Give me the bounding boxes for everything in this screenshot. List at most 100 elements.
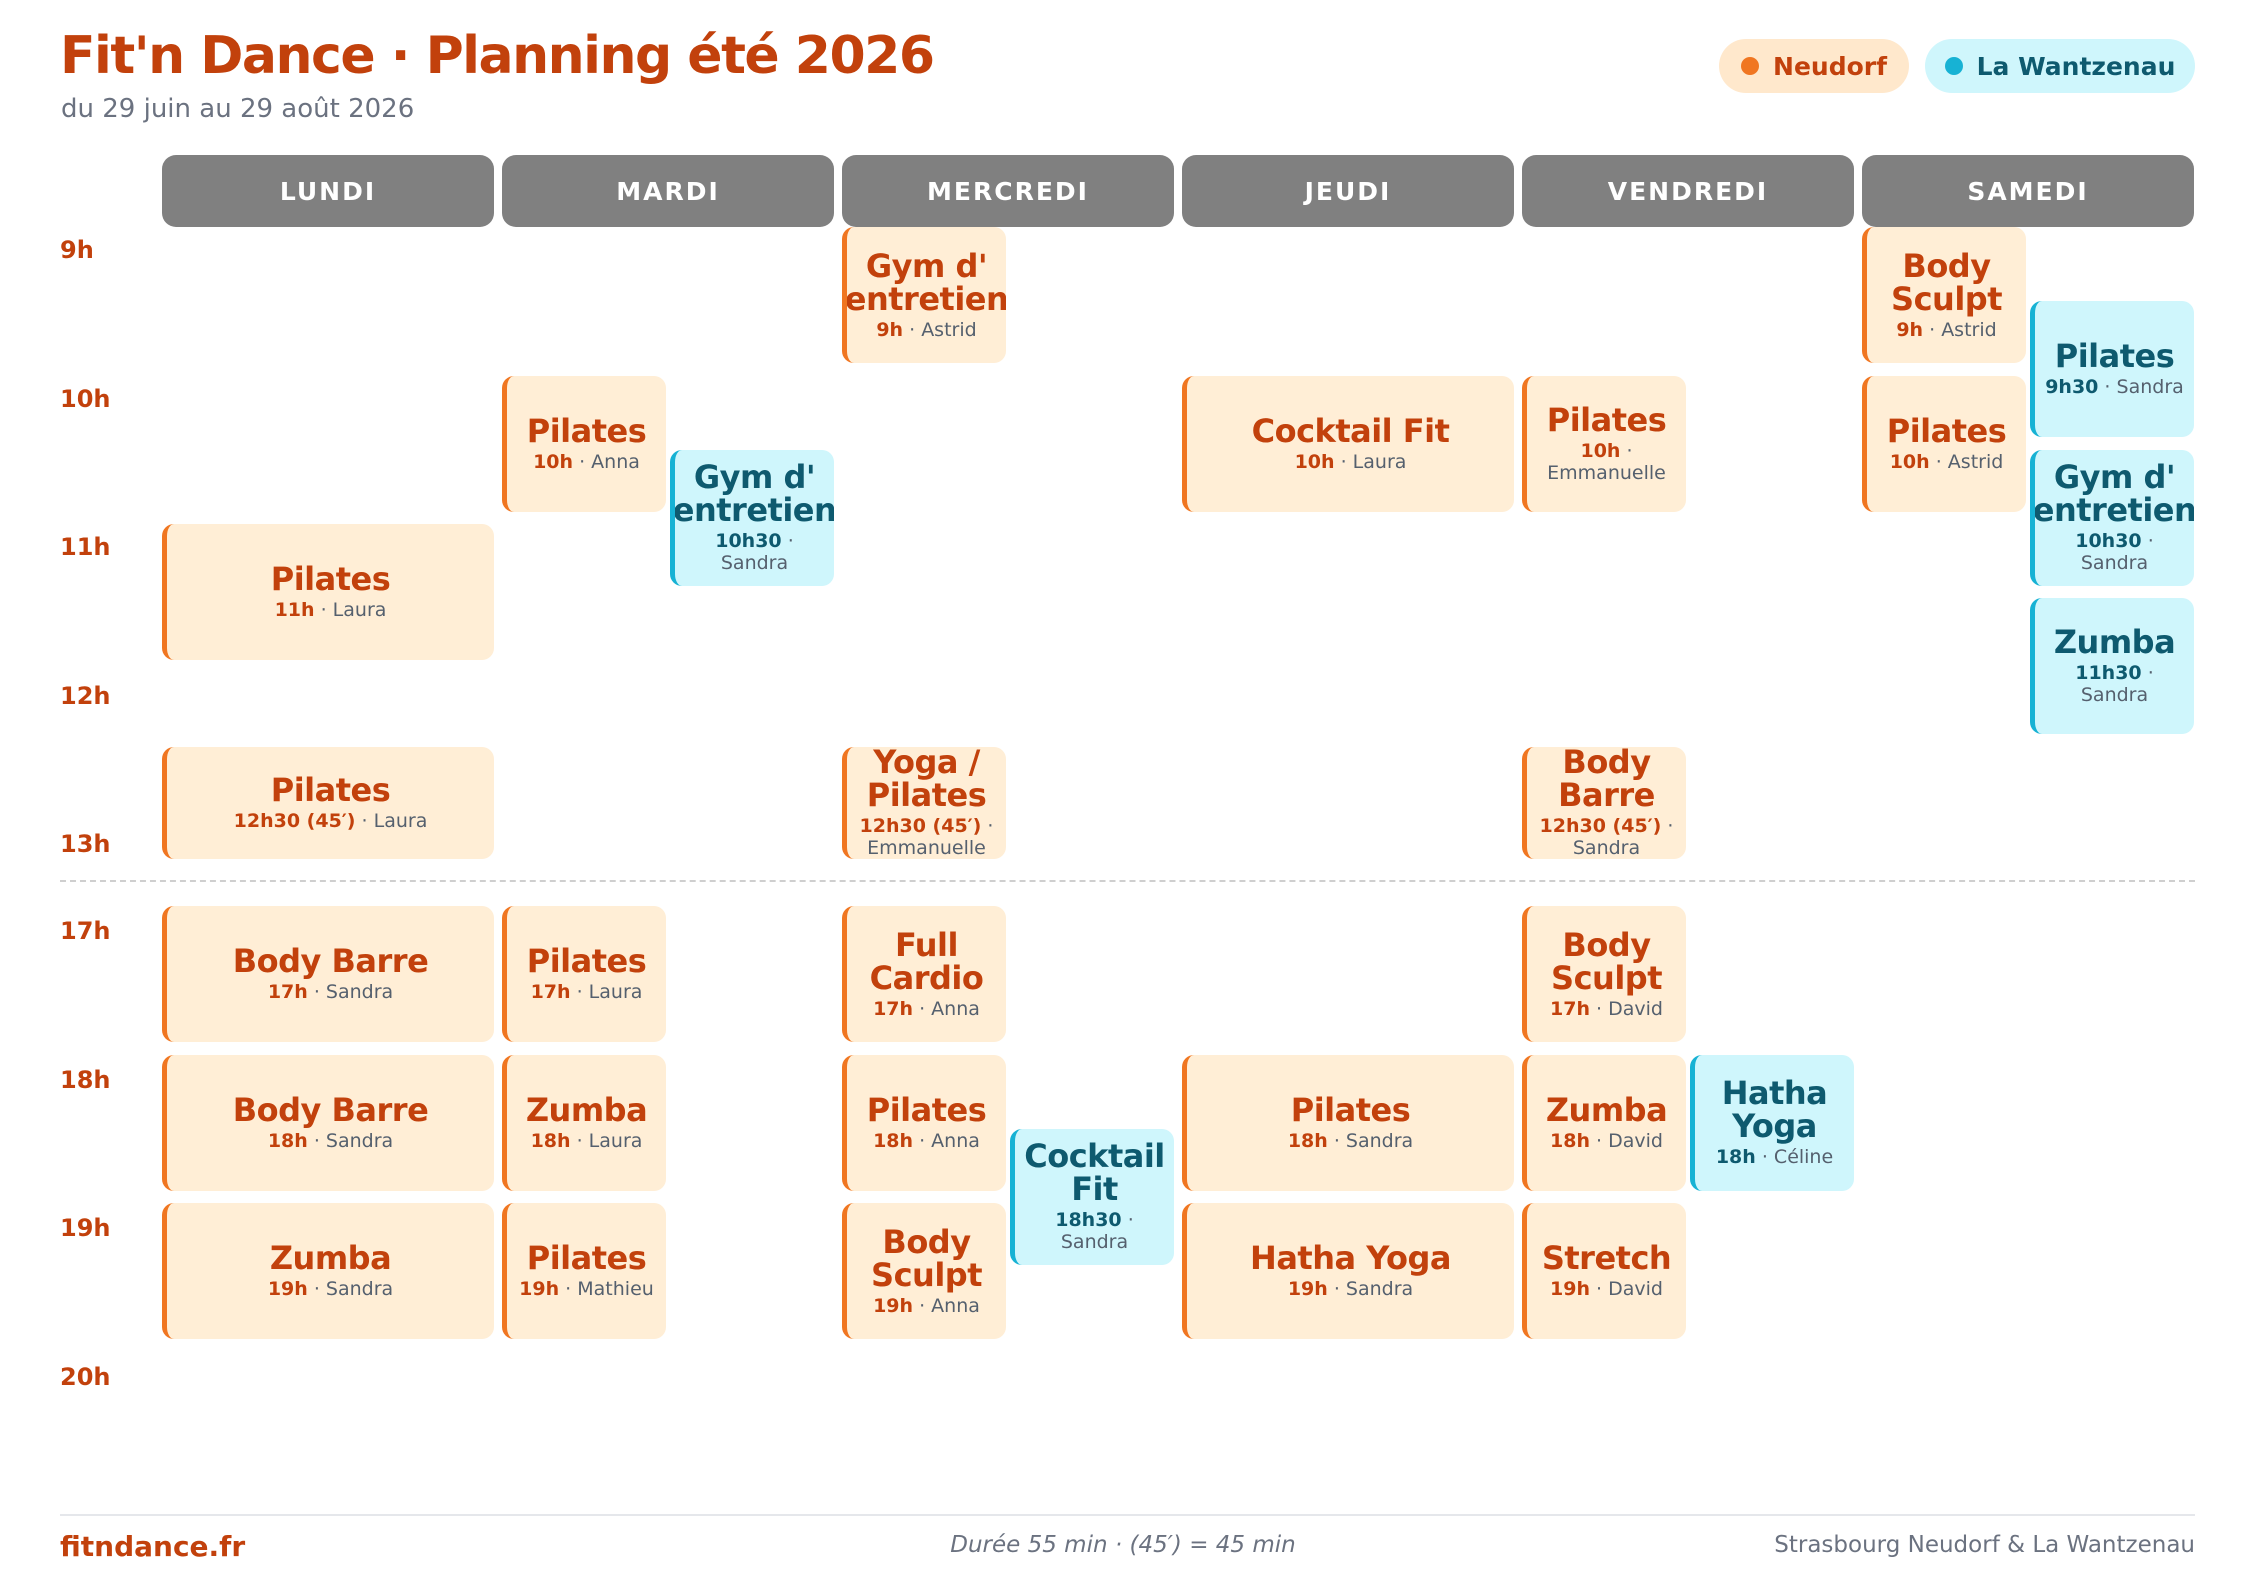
session-card: Pilates 19h · Mathieu [502,1203,666,1339]
session-name: Pilates [526,942,647,980]
separator: · [307,1129,326,1152]
session-info: 9h · Astrid [876,319,976,341]
session-card: Body Sculpt 9h · Astrid [1862,227,2026,363]
session-time: 17h [530,981,571,1003]
session-time: 11h [274,599,315,621]
session-teacher: Sandra [1345,1129,1414,1152]
session-name: Pilates [1290,1090,1411,1129]
session-info: 17h · Sandra [268,981,393,1003]
session-time: 19h [267,1278,308,1300]
session-card: Pilates 18h · Sandra [1182,1054,1514,1191]
hour-label-9h: 9h [60,236,94,264]
session-teacher: Céline [1773,1146,1834,1168]
session-info: 18h · Sandra [1288,1130,1413,1152]
footer-locations: Strasbourg Neudorf & La Wantzenau [1774,1532,2195,1558]
session-time: 9h [1896,318,1924,341]
session-time: 17h [1550,997,1590,1020]
session-teacher: Sandra [2116,376,2184,399]
session-card: Yoga / Pilates 12h30 (45′) · Emmanuelle [842,746,1006,859]
session-name: Body Sculpt [1891,246,2002,318]
session-time: 19h [1550,1278,1590,1300]
session-time: 9h [876,318,904,341]
day-header-vendredi: VENDREDI [1522,155,1854,227]
session-info: 12h30 (45′) · Emmanuelle [853,815,1000,859]
session-teacher: David [1608,1278,1663,1300]
separator: · [1121,1209,1134,1232]
separator: · [2098,376,2117,399]
session-name: Pilates [1546,400,1667,439]
legend-wantzenau-label: La Wantzenau [1976,51,2176,81]
session-card: Stretch 19h · David [1522,1203,1686,1339]
separator: · [307,1278,326,1300]
session-info: 17h · Laura [531,981,643,1003]
session-card: Pilates 18h · Anna [842,1054,1006,1191]
session-name: Pilates [1886,411,2007,450]
session-teacher: Emmanuelle [1547,461,1666,484]
footer-duration-note: Durée 55 min · (45′) = 45 min [950,1532,1296,1558]
separator: · [1589,1129,1609,1152]
hour-label-17h: 17h [60,917,111,945]
session-name: Cocktail Fit [1251,411,1450,450]
session-time: 18h30 [1055,1209,1122,1232]
session-info: 11h · Laura [275,599,387,621]
session-name: Zumba [269,1239,392,1277]
session-name: Pilates [526,1239,647,1277]
session-name: Body Sculpt [1551,925,1662,997]
session-time: 9h30 [2045,376,2099,399]
session-teacher: David [1608,997,1663,1020]
session-card: Full Cardio 17h · Anna [842,906,1006,1042]
separator: · [570,1129,589,1152]
session-time: 12h30 (45′) [233,809,356,832]
hour-label-12h: 12h [60,682,111,710]
session-teacher: Sandra [2080,552,2149,575]
legend-wantzenau: La Wantzenau [1925,39,2195,93]
separator: · [570,981,589,1003]
separator: · [2141,530,2154,553]
session-info: 12h30 (45′) · Sandra [1533,815,1680,859]
session-teacher: Anna [591,450,640,473]
session-time: 12h30 (45′) [859,815,982,838]
session-time: 18h [267,1129,308,1152]
session-info: 10h30 · Sandra [2041,530,2188,574]
session-time: 18h [530,1129,571,1152]
hour-label-10h: 10h [60,385,111,413]
session-name: Zumba [1545,1090,1668,1129]
separator: · [314,599,333,621]
session-teacher: Sandra [325,1278,394,1300]
session-name: Body Barre [232,1090,429,1129]
session-card: Pilates 10h · Emmanuelle [1522,375,1686,512]
session-name: Body Barre [1558,746,1655,815]
session-name: Stretch [1541,1239,1672,1277]
session-time: 17h [873,997,914,1020]
footer-divider [60,1514,2195,1516]
separator: · [1661,815,1674,838]
session-info: 17h · Anna [873,998,980,1020]
separator: · [981,815,994,838]
session-card: Zumba 11h30 · Sandra [2030,598,2194,735]
session-time: 18h [1287,1129,1328,1152]
session-card: Pilates 12h30 (45′) · Laura [162,746,494,859]
session-name: Hatha Yoga [1250,1239,1451,1277]
separator: · [307,981,326,1003]
session-teacher: Laura [332,599,387,621]
session-card: Zumba 18h · Laura [502,1054,666,1191]
session-teacher: Laura [1352,450,1407,473]
separator: · [781,530,794,553]
separator: · [903,318,922,341]
session-info: 18h · Anna [873,1130,980,1152]
session-teacher: Astrid [1947,450,2004,473]
session-info: 18h · Laura [531,1130,643,1152]
separator: · [1327,1278,1346,1300]
session-time: 19h [519,1278,560,1300]
separator: · [559,1278,578,1300]
session-time: 18h [1550,1129,1590,1152]
session-time: 18h [873,1129,914,1152]
session-teacher: Anna [931,1294,980,1317]
session-info: 12h30 (45′) · Laura [234,810,428,832]
session-name: Yoga / Pilates [866,746,987,815]
session-teacher: Anna [931,1129,980,1152]
session-card: Pilates 17h · Laura [502,906,666,1042]
session-card: Cocktail Fit 18h30 · Sandra [1010,1128,1174,1265]
hour-label-13h: 13h [60,830,111,858]
day-header-jeudi: JEUDI [1182,155,1514,227]
